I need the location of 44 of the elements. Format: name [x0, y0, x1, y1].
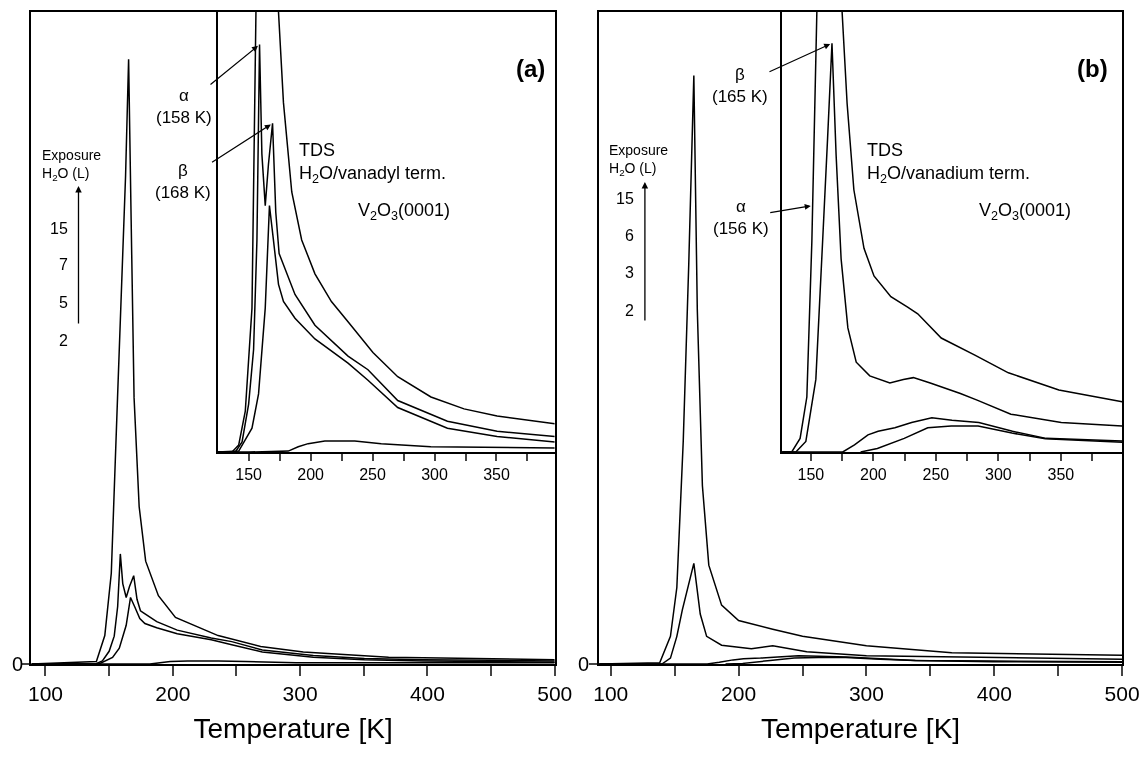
annotation: β (165 K)	[712, 65, 768, 107]
annotation: (a)	[516, 55, 546, 82]
x-axis-title: Temperature [K]	[760, 712, 961, 744]
annotation: 2	[59, 332, 68, 349]
x-tick-label: 400	[409, 682, 445, 706]
x-tick-label: 300	[421, 466, 448, 484]
annotation: 15	[616, 190, 634, 207]
x-tick-label: 250	[922, 466, 950, 484]
annotation: β (168 K)	[155, 161, 211, 203]
x-tick-label: 300	[985, 466, 1012, 484]
annotation: (b)	[1077, 55, 1108, 82]
x-tick-label: 350	[1047, 466, 1075, 484]
annotation: V$_{2}$O$_{3}$(0001)	[979, 200, 1072, 223]
x-tick-label: 500	[1104, 682, 1140, 706]
annotation: TDS H$_{2}$O/vanadium term.	[867, 140, 1031, 187]
annotation: Exposure H$_{2}$O (L)	[609, 142, 669, 179]
x-tick-label: 100	[27, 682, 63, 706]
x-tick-label: 100	[593, 682, 629, 706]
annotation: α (156 K)	[713, 197, 769, 239]
x-tick-label: 400	[976, 682, 1012, 706]
x-tick-label: 350	[483, 466, 510, 484]
text: 0	[12, 653, 24, 675]
annotation: TDS H$_{2}$O/vanadyl term.	[299, 140, 447, 187]
annotation: 7	[59, 256, 68, 273]
annotation: Exposure H$_{2}$O (L)	[42, 147, 102, 184]
annotation: α (158 K)	[156, 86, 212, 128]
x-tick-label: 200	[297, 466, 325, 484]
annotation: 2	[625, 302, 634, 319]
x-tick-label: 200	[721, 682, 757, 706]
annotation: V$_{2}$O$_{3}$(0001)	[358, 200, 451, 223]
x-tick-label: 300	[282, 682, 318, 706]
x-tick-label: 250	[359, 466, 387, 484]
x-tick-label: 150	[797, 466, 825, 484]
annotation: 3	[625, 264, 634, 281]
x-tick-label: 200	[860, 466, 887, 484]
x-tick-label: 150	[235, 466, 263, 484]
x-axis-title: Temperature [K]	[193, 712, 393, 744]
annotation: 6	[625, 227, 634, 244]
annotation: 5	[59, 294, 68, 311]
x-tick-label: 500	[537, 682, 573, 706]
x-tick-label: 200	[155, 682, 191, 706]
x-tick-label: 300	[848, 682, 884, 706]
text: 0	[578, 653, 590, 675]
annotation: 15	[50, 220, 68, 237]
